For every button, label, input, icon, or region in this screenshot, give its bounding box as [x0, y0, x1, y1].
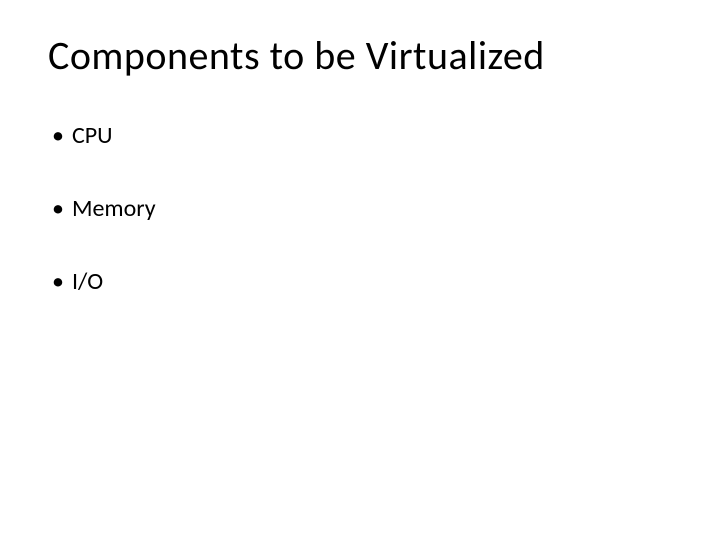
bullet-icon: •	[52, 195, 64, 224]
bullet-item: • CPU	[52, 122, 672, 151]
bullet-label: CPU	[72, 122, 113, 151]
bullet-label: I/O	[72, 268, 103, 297]
slide-container: Components to be Virtualized • CPU • Mem…	[0, 0, 720, 540]
bullet-item: • Memory	[52, 195, 672, 224]
bullet-label: Memory	[72, 195, 156, 224]
bullet-icon: •	[52, 122, 64, 151]
slide-title: Components to be Virtualized	[48, 32, 672, 80]
bullet-icon: •	[52, 268, 64, 297]
bullet-list: • CPU • Memory • I/O	[48, 122, 672, 296]
bullet-item: • I/O	[52, 268, 672, 297]
